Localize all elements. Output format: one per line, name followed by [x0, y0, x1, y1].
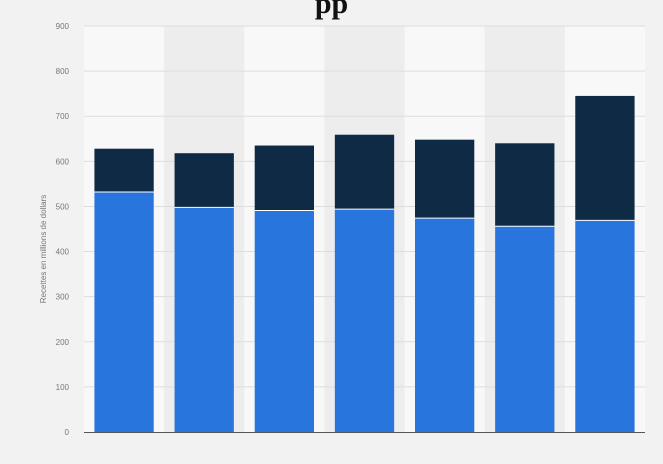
bar-segment-2: [495, 143, 555, 227]
bars: [94, 95, 635, 432]
y-axis-ticks: 0 100 200 300 400 500 600 700 800 900: [56, 22, 70, 437]
y-tick-label: 100: [56, 383, 70, 392]
y-axis-label: Recettes en millions de dollars: [39, 195, 48, 304]
bar-segment-1: [254, 210, 315, 432]
bar-segment-2: [254, 145, 315, 211]
bar-segment-2: [94, 148, 154, 193]
bar-segment-1: [414, 218, 475, 432]
bar-segment-2: [414, 139, 475, 219]
y-tick-label: 300: [56, 293, 70, 302]
y-tick-label: 900: [56, 22, 70, 31]
bar-segment-1: [334, 209, 395, 432]
y-tick-label: 500: [56, 202, 70, 211]
y-tick-label: 600: [56, 157, 70, 166]
y-tick-label: 700: [56, 112, 70, 121]
y-tick-label: 200: [56, 338, 70, 347]
bar-segment-2: [575, 95, 635, 221]
bar-segment-1: [575, 220, 635, 432]
y-tick-label: 400: [56, 248, 70, 257]
bar-segment-1: [94, 192, 154, 432]
chart-title-fragment: pp: [314, 0, 349, 20]
bar-segment-1: [495, 226, 555, 432]
bar-segment-2: [334, 134, 395, 210]
y-tick-label: 0: [65, 428, 70, 437]
bar-segment-2: [174, 153, 234, 208]
y-tick-label: 800: [56, 67, 70, 76]
bar-segment-1: [174, 207, 234, 432]
